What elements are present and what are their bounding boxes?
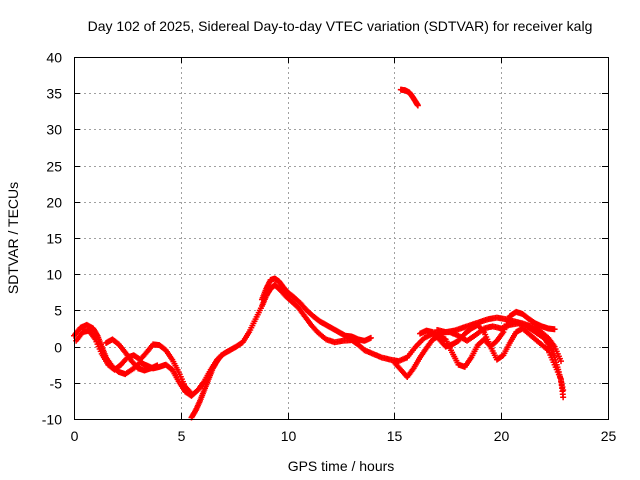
grid [74, 57, 608, 419]
x-tick-label: 20 [494, 428, 510, 444]
x-tick-label: 0 [71, 428, 79, 444]
x-axis-label: GPS time / hours [288, 458, 395, 474]
y-tick-label: 5 [54, 303, 62, 319]
data-point [188, 390, 195, 397]
data-point [187, 389, 194, 396]
series-sat-e [258, 275, 374, 344]
y-tick-label: 40 [46, 50, 62, 66]
y-tick-label: -10 [42, 412, 62, 428]
data-point [218, 352, 225, 359]
y-tick-label: 15 [46, 231, 62, 247]
data-point [480, 327, 487, 334]
axis-ticks: 0 5 10 15 20 25 -10 -5 0 5 10 15 20 25 30 35 40 [42, 50, 617, 445]
series-sat-f [397, 86, 421, 109]
series-sat-a [71, 282, 567, 399]
y-tick-label: 30 [46, 122, 62, 138]
data-point [560, 394, 567, 401]
y-tick-label: 20 [46, 195, 62, 211]
data-point [414, 102, 421, 109]
series-sat-c [103, 336, 161, 374]
y-tick-label: 35 [46, 86, 62, 102]
data-point [367, 334, 374, 341]
data-points [71, 86, 567, 421]
data-point [154, 362, 161, 369]
x-tick-label: 25 [601, 428, 617, 444]
x-tick-label: 15 [387, 428, 403, 444]
x-tick-label: 10 [281, 428, 297, 444]
series-sat-h [417, 321, 567, 401]
data-point [558, 358, 565, 365]
series-sat-i [434, 314, 565, 365]
data-point [551, 326, 558, 333]
x-tick-label: 5 [178, 428, 186, 444]
chart-title: Day 102 of 2025, Sidereal Day-to-day VTE… [88, 18, 593, 34]
series-sat-b [73, 327, 195, 397]
y-tick-label: 25 [46, 159, 62, 175]
y-tick-label: -5 [50, 376, 63, 392]
y-tick-label: 10 [46, 267, 62, 283]
series-sat-d [188, 352, 225, 421]
y-axis-label: SDTVAR / TECUs [5, 182, 21, 294]
series-sat-g [391, 308, 558, 381]
y-tick-label: 0 [54, 340, 62, 356]
